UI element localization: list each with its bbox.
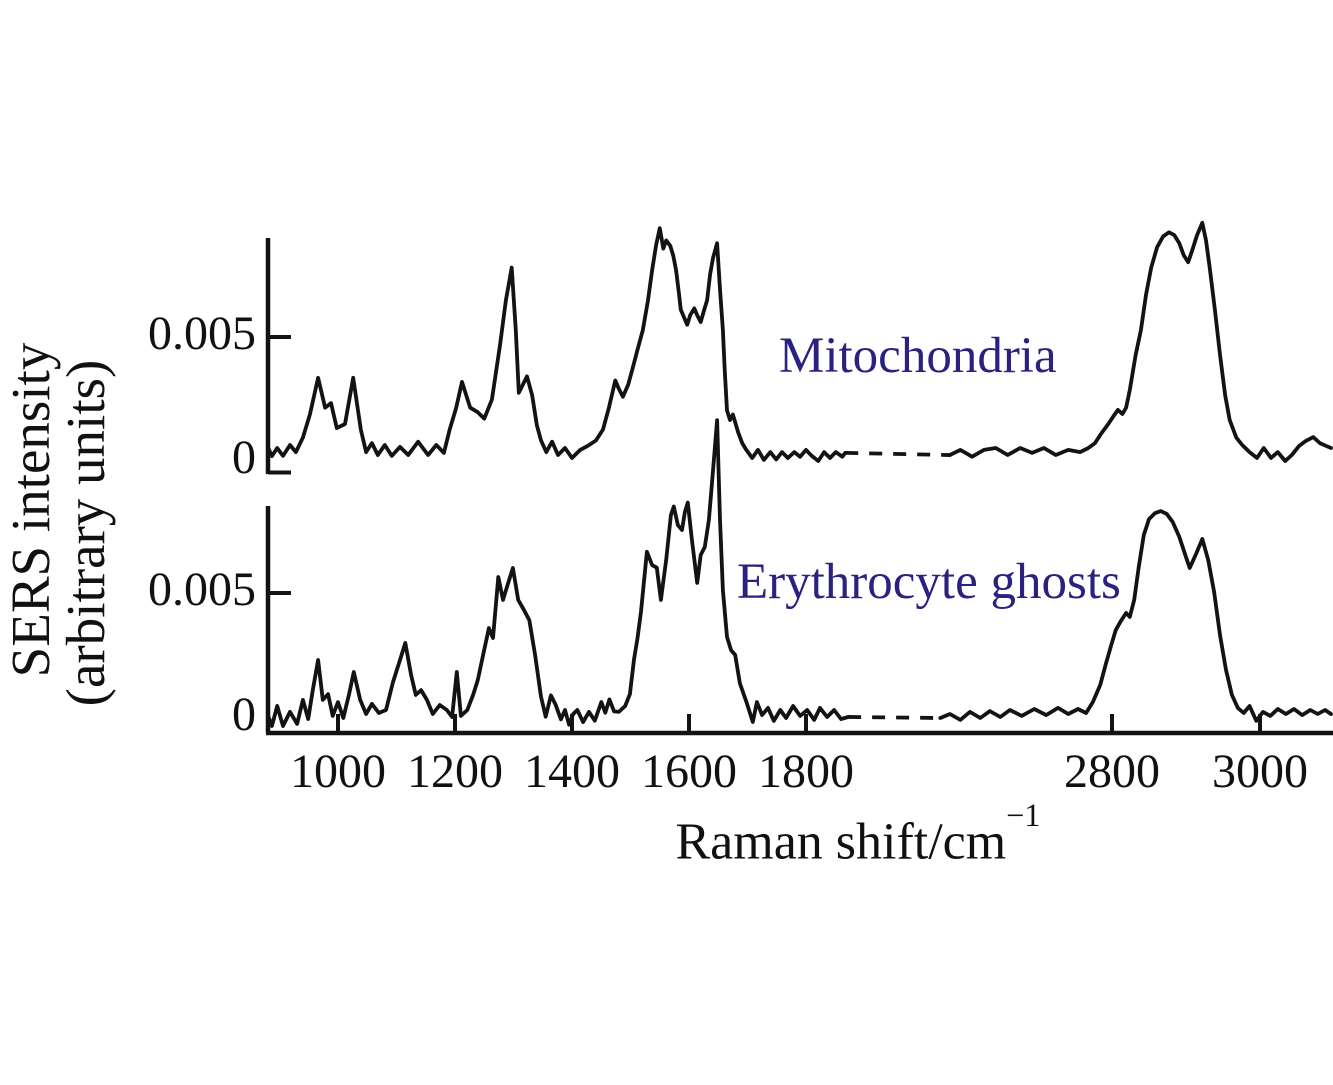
spectrum-bottom-break-dashed [848,715,941,720]
x-axis-title-exponent: −1 [1006,796,1041,833]
spectrum-top-right [948,220,1333,463]
x-axis-title-text: Raman shift/cm [675,813,1007,871]
x-tick-label-1800: 1800 [758,745,854,798]
y-tick-label-top-0: 0 [232,431,256,484]
y-tick-label-bottom-0005: 0.005 [148,563,256,616]
series-label-erythrocyte-ghosts: Erythrocyte ghosts [737,554,1121,610]
spectrum-top-left [265,226,848,463]
x-tick-label-1000: 1000 [290,745,386,798]
x-tick-label-1200: 1200 [407,745,503,798]
x-tick-label-1400: 1400 [524,745,620,798]
y-axis-title-line1: SERS intensity [0,342,61,678]
x-tick-label-1600: 1600 [641,745,737,798]
spectrum-bottom-left [265,418,850,728]
y-tick-label-top-0005: 0.005 [148,307,256,360]
y-tick-label-bottom-0: 0 [232,688,256,741]
series-label-mitochondria: Mitochondria [779,328,1057,384]
x-tick-label-3000: 3000 [1212,745,1308,798]
spectrum-bottom-right [938,509,1333,723]
x-axis-title: Raman shift/cm−1 [548,798,1168,871]
spectrum-top-break-dashed [845,450,950,457]
x-tick-label-2800: 2800 [1064,745,1160,798]
